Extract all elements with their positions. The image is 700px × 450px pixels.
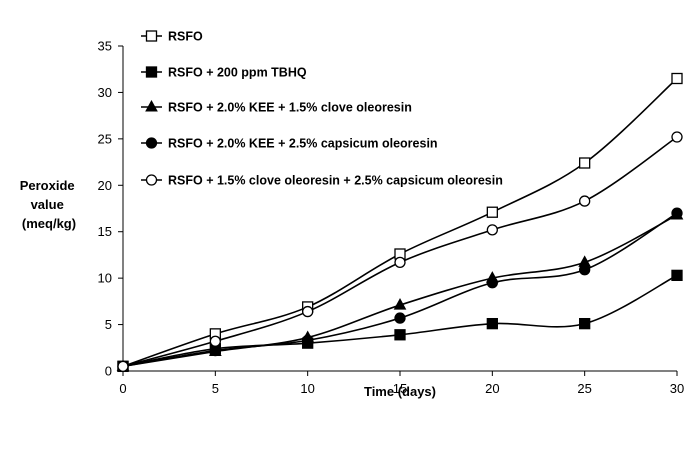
data-point [117,360,129,373]
legend: RSFO RSFO + 200 ppm TBHQ RSFO + 2.0% KEE +… [141,30,503,188]
y-tick-label: 25 [98,131,112,146]
legend-label: RSFO + 2.0% KEE + 1.5% clove oleoresin [168,101,412,115]
series-4 [117,207,683,373]
x-tick-label: 5 [212,381,219,396]
legend-label: RSFO [168,30,203,44]
data-point [579,317,591,330]
data-point [486,277,498,289]
legend-item: RSFO + 2.0% KEE + 2.5% capsicum oleoresi… [141,137,438,151]
y-tick-label: 10 [98,271,112,286]
data-point [579,195,591,207]
legend-marker [145,66,158,78]
x-tick-label: 20 [485,381,499,396]
series-1 [117,72,683,373]
y-axis-title: Peroxide value (meq/kg) [20,178,79,231]
x-tick-label: 0 [119,381,126,396]
legend-marker [145,137,158,149]
x-axis-title: Time (days) [364,384,436,399]
y-tick-label: 5 [105,317,112,332]
x-tick-label: 25 [577,381,591,396]
x-axis-ticks: 0 5 10 15 20 25 30 [119,371,684,396]
legend-marker [145,30,158,42]
x-tick-label: 15 [393,381,407,396]
data-point [209,335,221,347]
legend-item: RSFO + 2.0% KEE + 1.5% clove oleoresin [141,99,412,115]
series-layer [116,72,684,373]
data-point [302,305,314,318]
y-tick-label: 35 [98,39,112,54]
data-point [579,157,591,169]
y-axis-ticks: 0 5 10 15 20 25 30 35 [98,39,123,379]
data-point [486,206,498,218]
legend-label: RSFO + 2.0% KEE + 2.5% capsicum oleoresi… [168,137,438,151]
data-point [579,264,591,276]
y-tick-label: 0 [105,364,112,379]
x-tick-label: 30 [670,381,684,396]
x-tick-label: 10 [300,381,314,396]
y-tick-label: 15 [98,224,112,239]
series-3 [116,207,684,371]
data-point [393,298,407,310]
legend-item: RSFO [141,30,203,44]
y-tick-label: 20 [98,178,112,193]
y-axis-title-line: Peroxide [20,178,75,193]
data-point [394,312,406,324]
data-point [486,317,498,330]
data-point [671,72,683,85]
legend-item: RSFO + 1.5% clove oleoresin + 2.5% capsi… [141,174,503,188]
y-tick-label: 30 [98,85,112,100]
y-axis-title-line: value [31,197,64,212]
data-point [671,269,683,282]
data-point [671,131,683,143]
data-point [394,329,406,341]
data-point [671,207,683,219]
data-point [394,256,406,269]
y-axis-title-line: (meq/kg) [22,216,76,231]
legend-marker [145,174,158,186]
legend-item: RSFO + 200 ppm TBHQ [141,66,307,80]
data-point [486,224,498,236]
legend-label: RSFO + 200 ppm TBHQ [168,66,307,80]
legend-label: RSFO + 1.5% clove oleoresin + 2.5% capsi… [168,174,503,188]
series-5 [117,131,683,373]
data-point [302,334,314,347]
legend-marker [145,99,158,112]
data-point [209,344,221,357]
